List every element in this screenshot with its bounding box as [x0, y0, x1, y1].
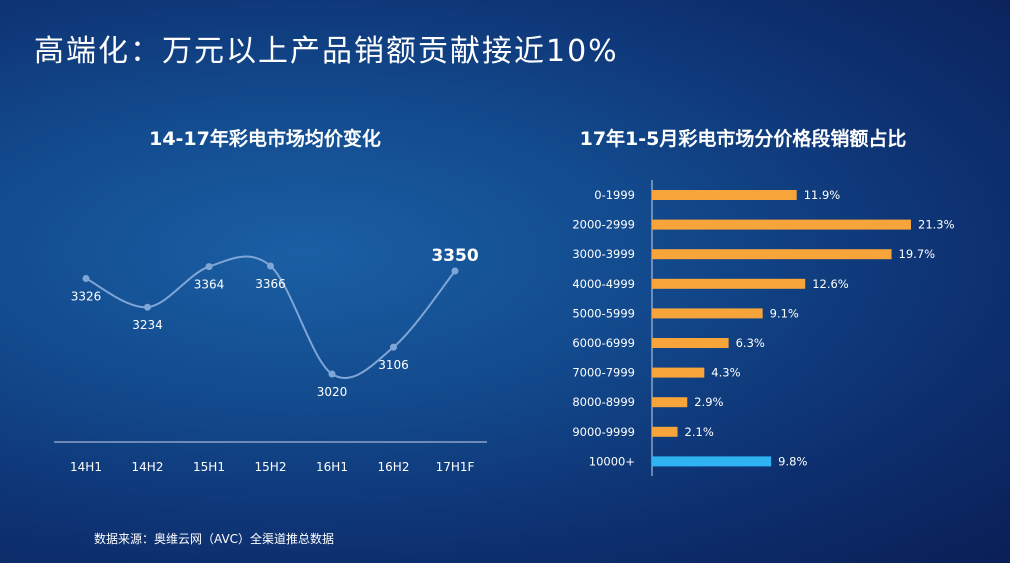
bar	[652, 367, 705, 378]
line-x-tick-label: 15H1	[193, 460, 225, 474]
line-chart-points	[82, 262, 459, 378]
line-point	[328, 370, 336, 378]
bar-category-label: 6000-6999	[572, 336, 635, 350]
line-x-tick-label: 14H1	[70, 460, 102, 474]
bar-category-label: 4000-4999	[572, 277, 635, 291]
line-chart-data-labels: 3326 3234 3364 3366 3020 3106 3350	[71, 246, 479, 399]
bar-chart-category-labels: 0-1999 2000-2999 3000-3999 4000-4999 5000-59…	[572, 188, 635, 468]
page-title: 高端化：万元以上产品销额贡献接近10%	[34, 34, 619, 69]
line-x-tick-label: 16H2	[378, 460, 410, 474]
line-data-label: 3350	[431, 246, 478, 266]
line-point	[205, 263, 213, 271]
bar-category-label: 2000-2999	[572, 218, 635, 232]
bar	[652, 397, 688, 408]
line-data-label: 3020	[317, 385, 348, 399]
line-data-label: 3326	[71, 289, 102, 303]
bar	[652, 456, 772, 467]
bar-chart-title: 17年1-5月彩电市场分价格段销额占比	[579, 128, 907, 150]
bar-category-label: 10000+	[589, 454, 635, 468]
bar-value-label: 11.9%	[804, 188, 841, 202]
bar-category-label: 5000-5999	[572, 306, 635, 320]
line-data-label: 3364	[194, 278, 225, 292]
bar-category-label: 0-1999	[594, 188, 635, 202]
line-x-tick-label: 15H2	[255, 460, 287, 474]
bar-chart-value-labels: 11.9% 21.3% 19.7% 12.6% 9.1% 6.3% 4.3% 2.9% 2.1%…	[685, 188, 955, 468]
bar-value-label: 2.1%	[685, 425, 714, 439]
line-data-label: 3234	[132, 318, 163, 332]
bar-category-label: 3000-3999	[572, 247, 635, 261]
line-x-tick-label: 14H2	[132, 460, 164, 474]
bar-value-label: 21.3%	[918, 218, 955, 232]
line-x-tick-label: 16H1	[316, 460, 348, 474]
bar-category-label: 8000-8999	[572, 395, 635, 409]
bar	[652, 426, 678, 437]
bar-category-label: 9000-9999	[572, 425, 635, 439]
line-point	[451, 267, 459, 275]
line-data-label: 3366	[255, 277, 286, 291]
line-chart-x-tick-labels: 14H1 14H2 15H1 15H2 16H1 16H2 17H1F	[70, 460, 474, 474]
line-point	[144, 303, 151, 311]
bar-chart-bars	[652, 190, 911, 467]
bar-value-label: 12.6%	[812, 277, 849, 291]
bar	[652, 308, 763, 319]
bar	[652, 249, 892, 260]
bar-value-label: 2.9%	[694, 395, 723, 409]
bar-value-label: 4.3%	[711, 366, 740, 380]
line-data-label: 3106	[378, 358, 409, 372]
bar	[652, 338, 729, 348]
bar	[652, 190, 797, 200]
line-x-tick-label: 17H1F	[436, 460, 475, 474]
bar	[652, 219, 911, 230]
line-point	[267, 262, 274, 270]
data-source-note: 数据来源：奥维云网（AVC）全渠道推总数据	[94, 532, 335, 546]
bar-value-label: 9.1%	[770, 306, 799, 320]
line-point	[82, 274, 90, 282]
bar-value-label: 19.7%	[899, 247, 936, 261]
line-chart-title: 14-17年彩电市场均价变化	[149, 128, 381, 150]
line-point	[390, 343, 397, 351]
bar	[652, 278, 806, 289]
bar-value-label: 6.3%	[736, 336, 765, 350]
bar-category-label: 7000-7999	[572, 366, 635, 380]
bar-value-label: 9.8%	[778, 454, 807, 468]
